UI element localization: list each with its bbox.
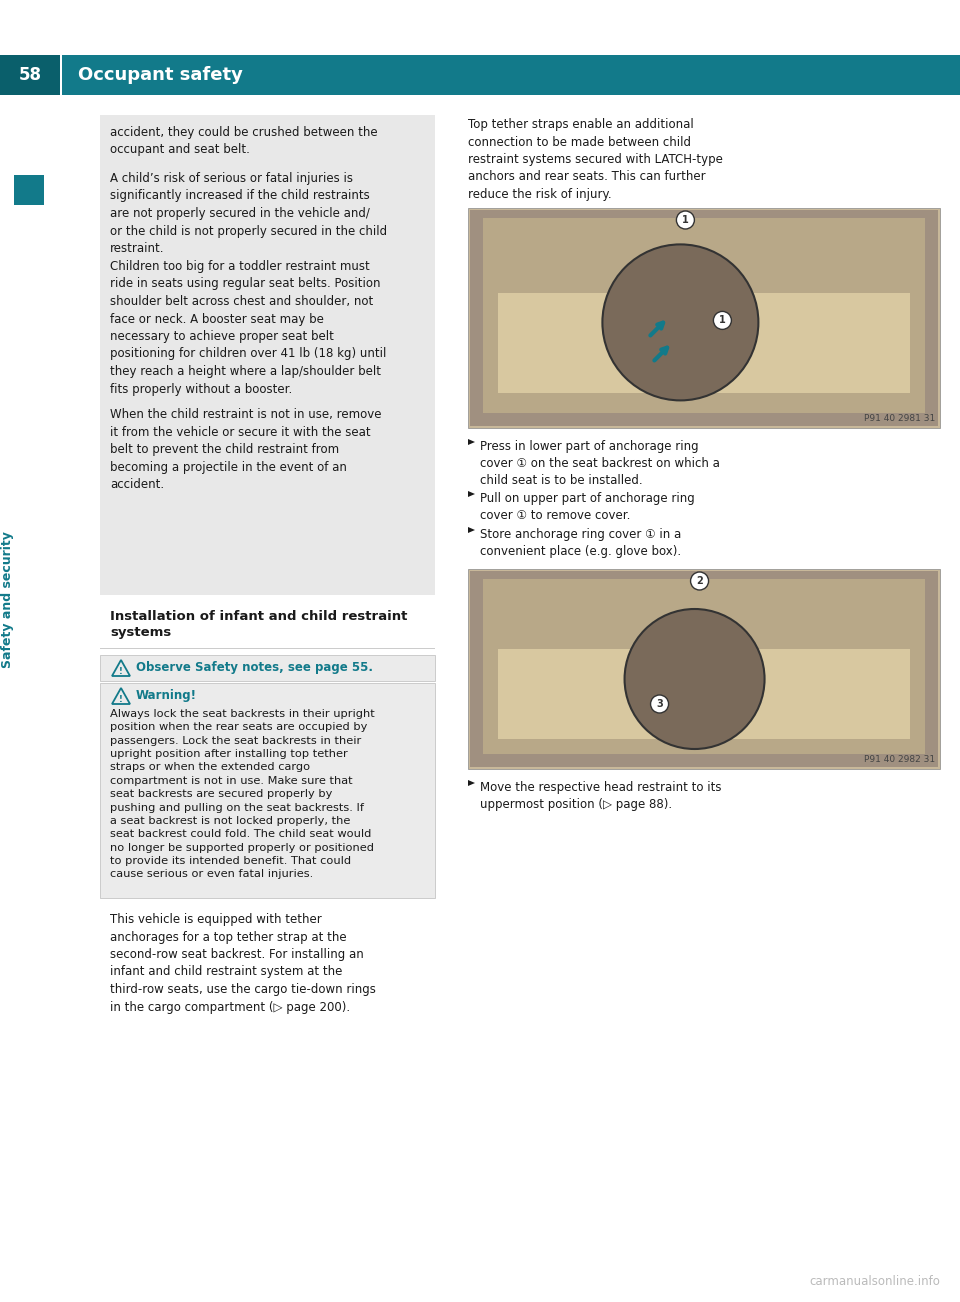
Text: accident, they could be crushed between the
occupant and seat belt.: accident, they could be crushed between …: [110, 126, 377, 156]
Bar: [0, 55, 60, 95]
Bar: [468, 208, 940, 428]
Text: Installation of infant and child restraint
systems: Installation of infant and child restrai…: [110, 611, 407, 639]
Bar: [14, 174, 44, 204]
Text: This vehicle is equipped with tether
anchorages for a top tether strap at the
se: This vehicle is equipped with tether anc…: [110, 913, 376, 1013]
Text: Pull on upper part of anchorage ring
cover ① to remove cover.: Pull on upper part of anchorage ring cov…: [480, 492, 695, 522]
Bar: [100, 115, 435, 595]
Circle shape: [713, 311, 732, 329]
Bar: [0, 55, 960, 95]
Text: 3: 3: [657, 699, 663, 710]
Polygon shape: [468, 439, 475, 445]
Text: Move the respective head restraint to its
uppermost position (▷ page 88).: Move the respective head restraint to it…: [480, 781, 722, 811]
Polygon shape: [468, 780, 475, 786]
Bar: [470, 210, 938, 426]
Text: A child’s risk of serious or fatal injuries is
significantly increased if the ch: A child’s risk of serious or fatal injur…: [110, 172, 387, 255]
Text: Observe Safety notes, see page 55.: Observe Safety notes, see page 55.: [136, 661, 373, 674]
Circle shape: [690, 572, 708, 590]
Circle shape: [603, 245, 758, 401]
Bar: [100, 684, 435, 898]
Text: When the child restraint is not in use, remove
it from the vehicle or secure it : When the child restraint is not in use, …: [110, 408, 381, 491]
Text: 58: 58: [18, 66, 41, 85]
Text: Top tether straps enable an additional
connection to be made between child
restr: Top tether straps enable an additional c…: [468, 118, 723, 201]
Circle shape: [651, 695, 668, 713]
Bar: [100, 655, 435, 681]
Text: 1: 1: [682, 215, 688, 225]
Bar: [470, 572, 938, 767]
Text: P91 40 2982 31: P91 40 2982 31: [864, 755, 935, 764]
Text: Occupant safety: Occupant safety: [78, 66, 243, 85]
Text: carmanualsonline.info: carmanualsonline.info: [809, 1275, 940, 1288]
Bar: [483, 579, 925, 754]
Polygon shape: [468, 491, 475, 497]
Text: !: !: [119, 668, 123, 677]
Text: Children too big for a toddler restraint must
ride in seats using regular seat b: Children too big for a toddler restraint…: [110, 260, 386, 396]
Bar: [468, 569, 940, 769]
Text: 2: 2: [696, 575, 703, 586]
Circle shape: [625, 609, 764, 749]
Text: Press in lower part of anchorage ring
cover ① on the seat backrest on which a
ch: Press in lower part of anchorage ring co…: [480, 440, 720, 487]
Text: Always lock the seat backrests in their upright
position when the rear seats are: Always lock the seat backrests in their …: [110, 710, 374, 879]
Text: !: !: [119, 695, 123, 704]
Bar: [483, 217, 925, 413]
Circle shape: [677, 211, 694, 229]
Text: Safety and security: Safety and security: [2, 531, 14, 668]
Text: P91 40 2981 31: P91 40 2981 31: [864, 414, 935, 423]
Polygon shape: [468, 527, 475, 533]
Text: Warning!: Warning!: [136, 690, 197, 703]
Bar: [60, 55, 62, 95]
Text: Store anchorage ring cover ① in a
convenient place (e.g. glove box).: Store anchorage ring cover ① in a conven…: [480, 529, 682, 559]
Text: 1: 1: [719, 315, 726, 326]
Bar: [498, 293, 910, 393]
Bar: [498, 648, 910, 740]
